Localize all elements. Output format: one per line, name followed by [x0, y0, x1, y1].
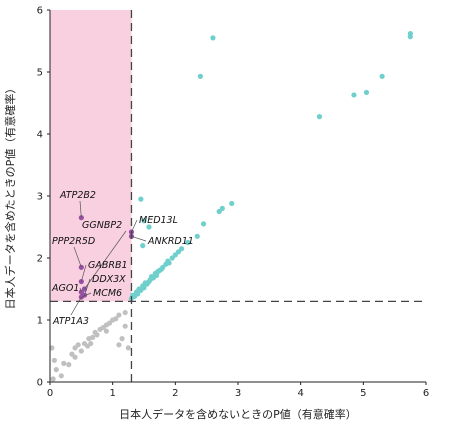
gene-label: MED13L: [139, 215, 178, 226]
gene-label: ATP1A3: [52, 316, 89, 327]
x-tick-label: 0: [47, 388, 53, 399]
x-tick-label: 3: [235, 388, 241, 399]
gray-data-point: [119, 336, 125, 342]
label-leaders: [70, 200, 147, 316]
x-ticks: 0 1 2 3 4 5 6: [47, 382, 429, 399]
gray-data-point: [61, 360, 67, 366]
gray-data-point: [125, 345, 131, 351]
gray-data-point: [78, 348, 84, 354]
significance-region: [50, 10, 132, 302]
label-leader-line: [84, 230, 127, 290]
y-tick-label: 2: [37, 254, 43, 265]
y-tick-label: 5: [37, 68, 43, 79]
gray-data-point: [51, 357, 57, 363]
gene-label: PPP2R5D: [52, 236, 95, 247]
gray-data-point: [72, 345, 78, 351]
teal-data-point: [146, 224, 152, 230]
gray-data-point: [122, 323, 128, 329]
gene-label: DDX3X: [92, 274, 126, 285]
x-tick-label: 4: [297, 388, 303, 399]
teal-data-point: [197, 73, 203, 79]
label-leader-line: [84, 278, 91, 296]
gray-data-point: [116, 312, 122, 318]
label-leader-line: [73, 246, 82, 268]
teal-data-point: [407, 34, 413, 40]
data-points: [49, 30, 413, 382]
label-leader-line: [131, 235, 147, 242]
gray-data-point: [90, 334, 96, 340]
gene-label: MCM6: [93, 288, 122, 299]
label-leader-line: [79, 287, 82, 293]
teal-data-point: [141, 285, 147, 291]
gray-data-point: [53, 367, 59, 373]
label-leader-line: [131, 219, 138, 233]
gray-data-point: [122, 309, 128, 316]
gray-data-point: [94, 332, 100, 338]
x-tick-label: 5: [360, 388, 366, 399]
teal-data-point: [141, 218, 147, 224]
y-tick-label: 6: [37, 6, 43, 17]
teal-data-point: [316, 114, 323, 120]
gray-data-point: [72, 354, 78, 360]
gene-label: GABRB1: [88, 260, 128, 271]
gene-label: ANKRD11: [147, 236, 194, 247]
x-axis-label: 日本人データを含めないときのP値（有意確率）: [119, 407, 357, 421]
gray-data-point: [66, 362, 72, 368]
teal-data-point: [135, 291, 141, 297]
teal-data-point: [379, 73, 385, 79]
teal-data-point: [229, 200, 235, 207]
gene-label: AGO1: [51, 283, 79, 294]
teal-data-point: [138, 196, 144, 202]
gene-label: GGNBP2: [82, 220, 122, 231]
y-ticks: 0 1 2 3 4 5 6: [37, 6, 50, 389]
x-tick-label: 2: [172, 388, 178, 399]
teal-data-point: [179, 246, 185, 252]
gray-data-point: [49, 345, 55, 351]
gray-data-point: [113, 316, 119, 322]
teal-data-point: [194, 233, 200, 239]
label-leader-line: [80, 264, 87, 282]
y-tick-label: 0: [37, 378, 43, 389]
label-leader-line: [79, 200, 82, 218]
gray-data-point: [116, 342, 122, 348]
x-tick-label: 6: [423, 388, 429, 399]
teal-data-point: [166, 260, 172, 266]
teal-data-point: [200, 221, 207, 227]
y-axis-label: 日本人データを含めたときのP値（有意確率）: [3, 83, 17, 310]
teal-data-point: [351, 92, 357, 98]
teal-data-point: [185, 239, 191, 246]
label-leader-line: [81, 292, 92, 298]
gray-data-point: [103, 328, 109, 334]
teal-data-point: [363, 89, 370, 96]
y-tick-label: 4: [37, 130, 43, 141]
teal-data-point: [210, 35, 216, 41]
x-tick-label: 1: [109, 388, 115, 399]
gene-label: ATP2B2: [59, 190, 96, 201]
y-tick-label: 3: [37, 192, 43, 203]
gray-data-point: [58, 373, 64, 379]
gray-data-point: [88, 340, 94, 347]
y-tick-label: 1: [37, 316, 43, 327]
teal-data-point: [140, 243, 146, 249]
teal-data-point: [216, 208, 222, 215]
label-leader-line: [70, 296, 82, 316]
gray-data-point: [50, 376, 56, 382]
gene-labels: ATP2B2 MED13L GGNBP2 ANKRD11 PPP2R5D GABRB1 DD…: [51, 190, 194, 327]
